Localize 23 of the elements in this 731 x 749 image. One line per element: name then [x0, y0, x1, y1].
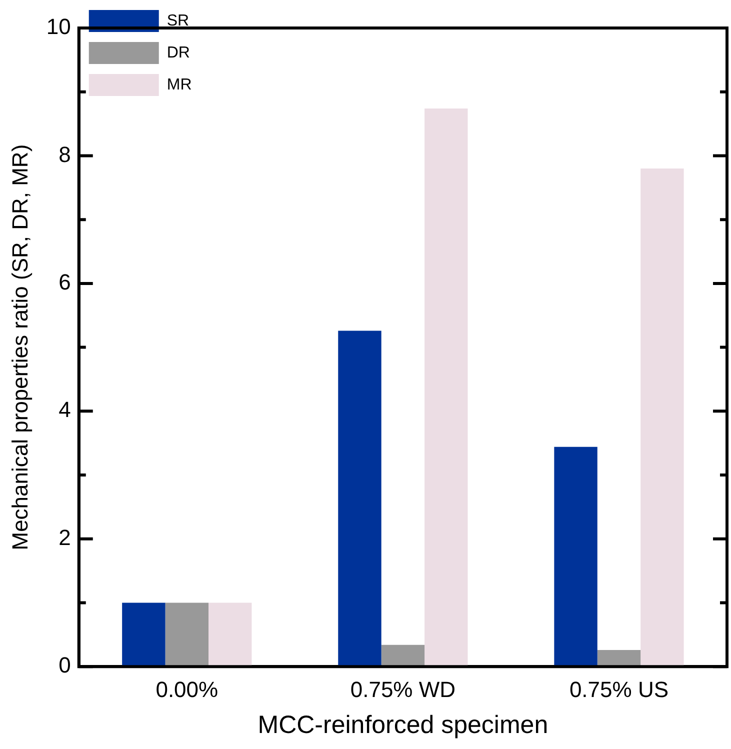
y-axis-title: Mechanical properties ratio (SR, DR, MR) — [7, 144, 32, 550]
x-tick-label: 0.75% US — [569, 676, 669, 702]
legend-label: MR — [166, 76, 192, 94]
y-tick-label: 8 — [58, 142, 71, 167]
bar — [640, 168, 684, 667]
legend-label: SR — [166, 12, 190, 30]
bar — [554, 446, 598, 667]
bar — [338, 330, 382, 667]
y-tick-label: 4 — [58, 397, 71, 422]
y-tick-label: 10 — [46, 14, 71, 40]
x-axis-title: MCC-reinforced specimen — [258, 710, 548, 739]
bar — [597, 650, 641, 667]
bar — [424, 108, 468, 667]
x-tick-label: 0.00% — [156, 676, 218, 702]
bar — [122, 602, 166, 667]
y-tick-label: 6 — [58, 270, 71, 295]
y-tick-label: 0 — [58, 652, 71, 678]
bar — [381, 644, 425, 667]
bar — [165, 602, 208, 667]
x-tick-label: 0.75% WD — [350, 676, 456, 702]
bar — [208, 602, 252, 667]
legend-label: DR — [166, 44, 190, 62]
y-tick-label: 2 — [58, 524, 71, 550]
